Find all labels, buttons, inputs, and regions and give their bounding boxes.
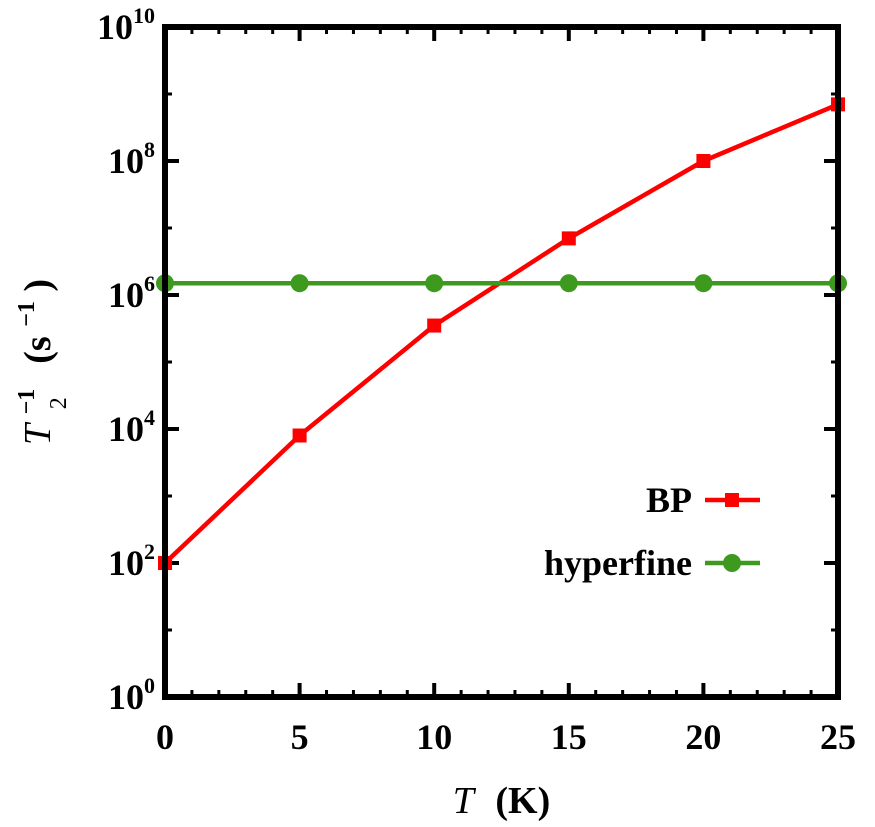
data-point-hyperfine bbox=[559, 274, 578, 293]
x-tick-label: 15 bbox=[551, 717, 587, 757]
y-tick-label: 102 bbox=[108, 539, 155, 583]
y-axis-label: T −1 2 (s −1 ) bbox=[1, 279, 75, 445]
y-tick-exponent: 10 bbox=[133, 3, 155, 28]
y-tick-base: 10 bbox=[108, 409, 144, 449]
legend-swatch-marker bbox=[725, 493, 739, 507]
y-tick-base: 10 bbox=[108, 677, 144, 717]
data-point-bp bbox=[696, 154, 711, 168]
series-hyperfine bbox=[156, 274, 847, 293]
y-tick-label: 1010 bbox=[97, 3, 155, 47]
legend-label: BP bbox=[646, 480, 692, 520]
y-tick-exponent: 8 bbox=[144, 137, 155, 162]
x-tick-label: 20 bbox=[685, 717, 721, 757]
y-tick-base: 10 bbox=[97, 7, 133, 47]
y-axis-unit-open: (s bbox=[17, 336, 59, 363]
legend-label: hyperfine bbox=[544, 543, 692, 583]
legend-item-hyperfine: hyperfine bbox=[544, 543, 760, 583]
data-point-hyperfine bbox=[425, 274, 444, 293]
y-tick-label: 104 bbox=[108, 405, 155, 449]
legend-item-bp: BP bbox=[646, 480, 760, 520]
y-axis-unit-close: ) bbox=[17, 279, 59, 292]
x-tick-label: 10 bbox=[416, 717, 452, 757]
data-point-hyperfine bbox=[290, 274, 309, 293]
x-tick-label: 0 bbox=[156, 717, 174, 757]
data-point-bp bbox=[561, 231, 576, 246]
y-tick-exponent: 0 bbox=[144, 673, 155, 698]
y-axis-symbol: T bbox=[17, 421, 59, 445]
y-tick-base: 10 bbox=[108, 543, 144, 583]
y-axis-superscript: −1 bbox=[14, 389, 40, 415]
data-point-bp bbox=[427, 318, 442, 333]
data-point-hyperfine bbox=[694, 274, 713, 293]
y-tick-exponent: 6 bbox=[144, 271, 155, 296]
x-tick-label: 5 bbox=[291, 717, 309, 757]
y-tick-base: 10 bbox=[108, 275, 144, 315]
y-tick-exponent: 4 bbox=[144, 405, 155, 430]
x-tick-label: 25 bbox=[820, 717, 856, 757]
legend: BP hyperfine bbox=[544, 480, 760, 583]
y-tick-base: 10 bbox=[108, 141, 144, 181]
x-axis-label: T (K) bbox=[453, 780, 551, 822]
y-axis-subscript: 2 bbox=[46, 397, 72, 409]
y-axis-unit-superscript: −1 bbox=[14, 301, 40, 327]
ticks bbox=[163, 25, 840, 699]
x-axis-symbol: T bbox=[453, 780, 477, 822]
x-axis-unit: (K) bbox=[495, 780, 550, 822]
plot-frame bbox=[162, 24, 841, 700]
y-tick-exponent: 2 bbox=[144, 539, 155, 564]
data-point-bp bbox=[292, 428, 307, 443]
legend-swatch-marker bbox=[723, 554, 741, 572]
y-tick-label: 106 bbox=[108, 271, 155, 315]
y-tick-label: 108 bbox=[108, 137, 155, 181]
y-tick-label: 100 bbox=[108, 673, 155, 717]
